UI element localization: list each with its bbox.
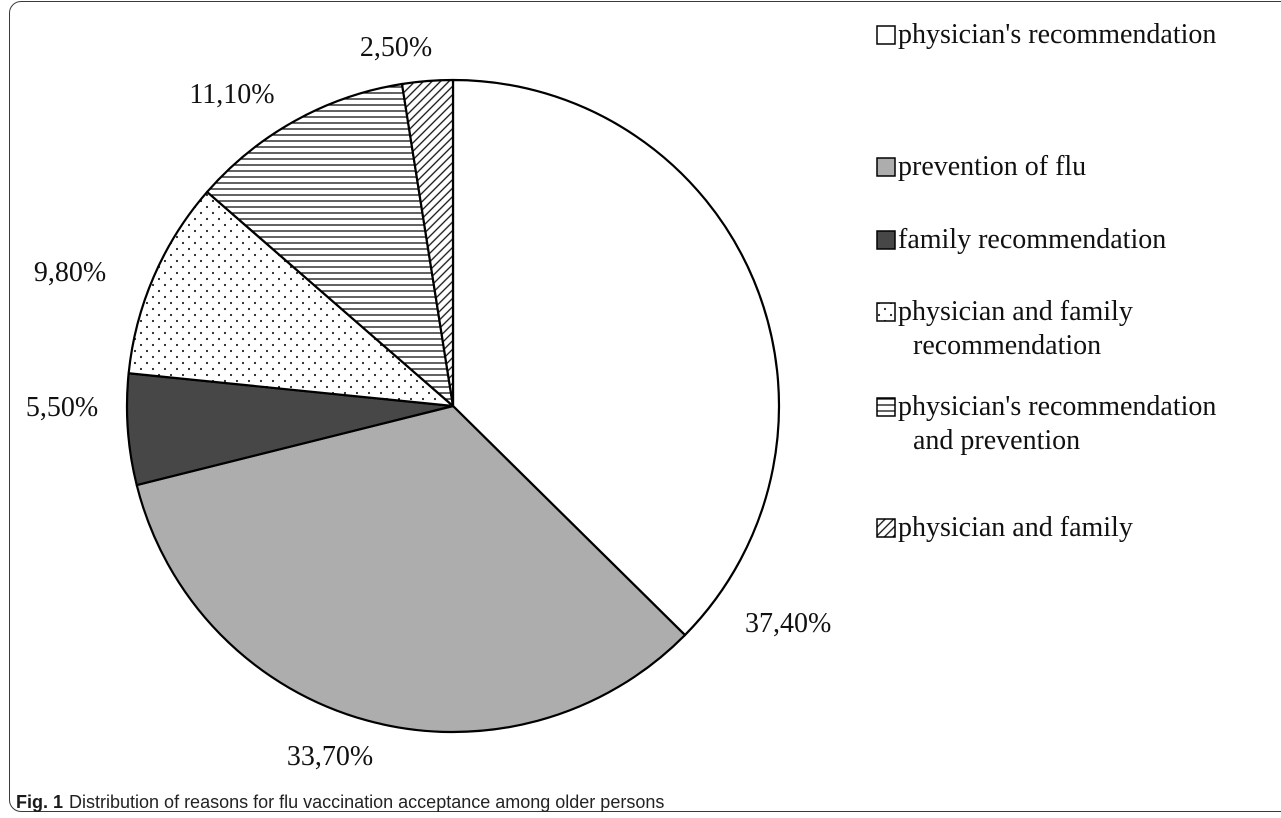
slice-value-label-6: 2,50%: [360, 32, 432, 63]
figure-frame: [9, 1, 1281, 812]
pie-slice-2: [135, 404, 687, 734]
legend-swatch-2: [876, 157, 896, 177]
legend-label-5-line-2: and prevention: [913, 425, 1080, 456]
legend-label-4-line-2: recommendation: [913, 330, 1101, 361]
legend: physician's recommendation prevention of …: [876, 19, 1216, 543]
slice-value-label-1: 37,40%: [745, 608, 831, 639]
legend-label-2-line-1: prevention of flu: [898, 151, 1086, 182]
slice-value-label-4: 9,80%: [34, 257, 106, 288]
slice-value-label-3: 5,50%: [26, 392, 98, 423]
legend-label-3-line-1: family recommendation: [898, 224, 1166, 255]
legend-label-6-line-1: physician and family: [898, 512, 1133, 543]
legend-label-5-line-1: physician's recommendation: [898, 391, 1216, 422]
legend-swatch-5: [876, 397, 896, 417]
figure-caption: Fig. 1 Distribution of reasons for flu va…: [16, 792, 664, 813]
pie-slice-5: [206, 82, 455, 408]
pie-value-labels: 37,40% 33,70% 5,50% 9,80% 11,10% 2,50%: [26, 32, 831, 772]
legend-swatch-4: [876, 302, 896, 322]
pie-slice-6: [400, 78, 455, 408]
legend-swatch-6: [876, 518, 896, 538]
slice-value-label-2: 33,70%: [287, 741, 373, 772]
legend-label-1-line-1: physician's recommendation: [898, 19, 1216, 50]
legend-swatch-3: [876, 230, 896, 250]
pie-slice-4: [127, 190, 455, 408]
slice-value-label-5: 11,10%: [189, 79, 274, 110]
caption-text: Distribution of reasons for flu vaccinat…: [69, 792, 665, 812]
pie-slices: [125, 78, 781, 734]
caption-label: Fig. 1: [16, 792, 64, 812]
legend-label-4-line-1: physician and family: [898, 296, 1133, 327]
pie-slice-1: [451, 78, 781, 637]
legend-swatch-1: [876, 25, 896, 45]
